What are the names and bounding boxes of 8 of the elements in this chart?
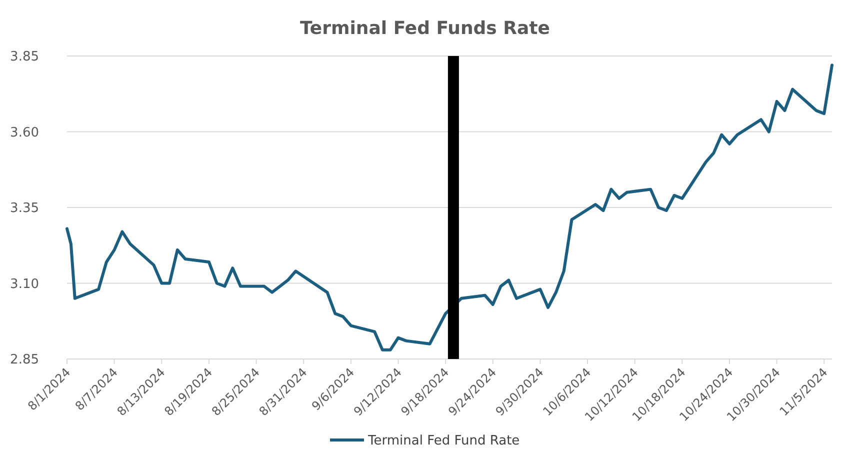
- y-tick-label: 3.60: [10, 125, 39, 140]
- y-tick-label: 2.85: [10, 352, 39, 368]
- y-tick-label: 3.35: [10, 201, 39, 216]
- legend-label: Terminal Fed Fund Rate: [367, 434, 520, 449]
- line-series: [66, 64, 834, 352]
- chart-title: Terminal Fed Funds Rate: [300, 18, 550, 39]
- y-tick-label: 3.10: [10, 276, 39, 292]
- y-tick-label: 3.85: [10, 50, 39, 65]
